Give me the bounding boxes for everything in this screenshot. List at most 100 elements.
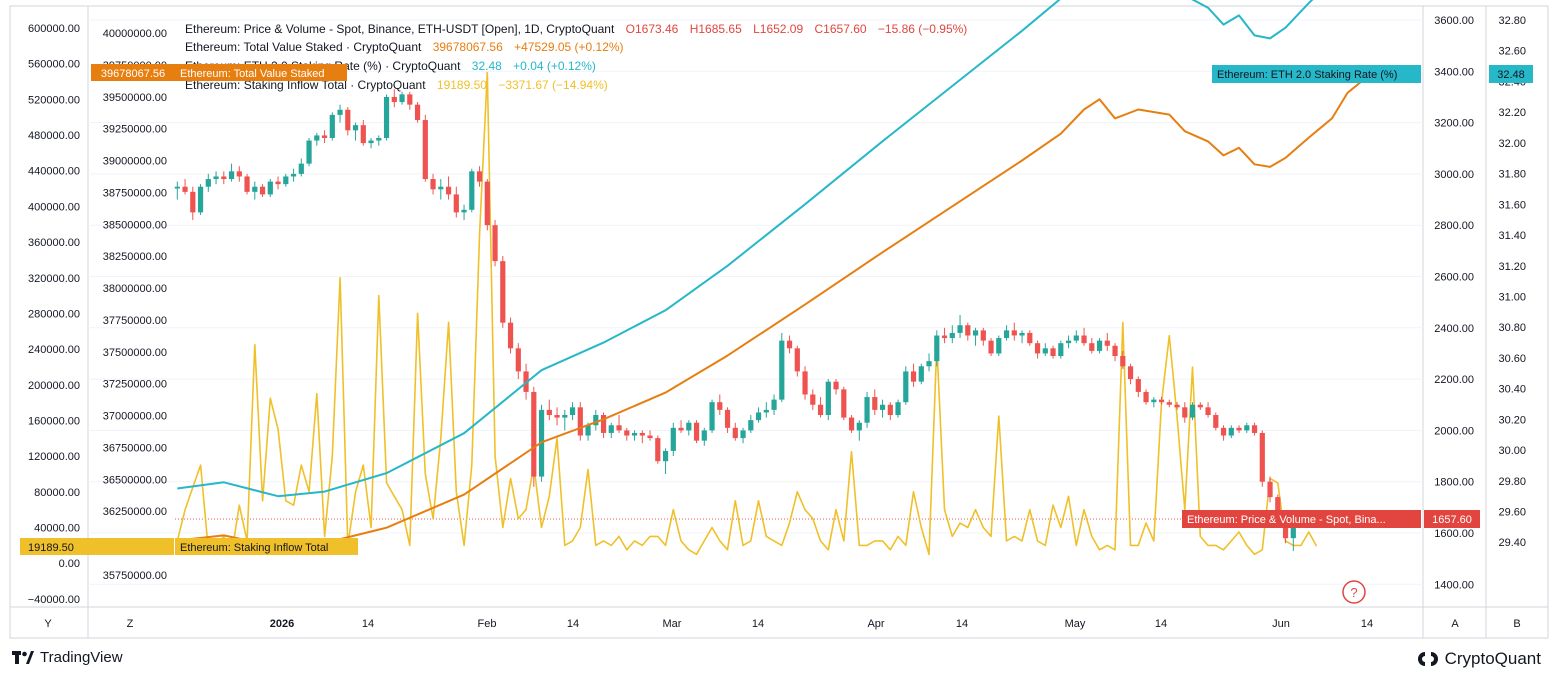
candle-body <box>1143 391 1149 403</box>
candle-body <box>422 120 428 180</box>
candle-body <box>1244 425 1250 431</box>
candle-body <box>554 415 560 418</box>
rate-tick-label: 31.40 <box>1498 230 1526 242</box>
candle-body <box>655 438 661 462</box>
candle-body <box>693 422 700 441</box>
tag-rate-right: Ethereum: ETH 2.0 Staking Rate (%) 32.48 <box>1212 65 1533 83</box>
candle-body <box>507 322 514 349</box>
price-candle <box>810 389 816 410</box>
price-candle <box>631 430 638 441</box>
inflow-tick-label: 280000.00 <box>28 308 80 320</box>
candle-body <box>701 430 707 441</box>
cryptoquant-brand[interactable]: CryptoQuant <box>1417 649 1541 669</box>
candle-body <box>779 340 785 400</box>
legend-inflow-chg: −3371.67 (−14.94%) <box>498 78 607 92</box>
price-candle <box>1267 476 1273 503</box>
price-tick-label: 2800.00 <box>1434 220 1474 232</box>
candle-body <box>903 371 909 403</box>
price-candle <box>252 181 258 200</box>
legend-inflow[interactable]: Ethereum: Staking Inflow Total · CryptoQ… <box>185 78 608 92</box>
candle-body <box>841 389 847 418</box>
tag-tvs-left: 39678067.56 Ethereum: Total Value Staked <box>91 64 347 81</box>
price-candle <box>383 94 390 141</box>
price-candle <box>1120 350 1126 369</box>
time-tick-label: Feb <box>478 618 497 630</box>
tvs-tick-label: 38750000.00 <box>103 187 167 199</box>
rate-series <box>177 0 1314 498</box>
candle-body <box>1042 348 1048 354</box>
tradingview-brand[interactable]: TradingView <box>12 649 123 666</box>
candle-body <box>593 415 599 426</box>
candle-body <box>895 402 901 416</box>
time-tick-label: 14 <box>1155 618 1167 630</box>
candle-body <box>329 114 335 138</box>
legend-tvs-val: 39678067.56 <box>433 40 503 54</box>
axis-b-button[interactable]: B <box>1513 618 1520 630</box>
axis-z-button[interactable]: Z <box>127 618 134 630</box>
tvs-tick-label: 36750000.00 <box>103 442 167 454</box>
legend-price-h: H1685.65 <box>690 22 742 36</box>
price-candle <box>531 386 537 487</box>
candle-body <box>1019 332 1025 336</box>
candle-body <box>608 425 614 433</box>
inflow-tick-label: 520000.00 <box>28 94 80 106</box>
candle-body <box>949 332 955 339</box>
candle-body <box>461 209 467 213</box>
price-candle <box>639 430 645 444</box>
candle-body <box>1174 404 1180 408</box>
tag-price-value-bg <box>1424 510 1480 528</box>
axis-y-button[interactable]: Y <box>44 618 52 630</box>
candle-body <box>476 171 483 182</box>
price-candle <box>1073 330 1079 344</box>
help-icon[interactable]: ? <box>1350 585 1357 600</box>
price-candle <box>841 386 847 421</box>
price-candle <box>329 112 335 141</box>
candle-body <box>244 176 250 192</box>
candle-body <box>283 176 289 185</box>
price-candle <box>1042 343 1048 357</box>
tag-tvs-value-bg <box>91 64 175 81</box>
price-candle <box>1034 340 1041 359</box>
price-candle <box>918 363 924 385</box>
price-candle <box>391 89 397 108</box>
candle-body <box>941 335 948 339</box>
help-button[interactable]: ? <box>1342 580 1366 604</box>
price-candle <box>833 379 839 395</box>
price-candle <box>290 168 297 182</box>
rate-tick-label: 32.80 <box>1498 15 1526 27</box>
price-candle <box>701 427 707 446</box>
inflow-tick-label: 320000.00 <box>28 273 80 285</box>
candle-body <box>1197 404 1203 408</box>
price-candle <box>1096 338 1103 354</box>
candle-body <box>965 325 971 336</box>
price-candle <box>662 448 669 475</box>
price-candle <box>1112 343 1118 362</box>
price-candle <box>786 335 793 354</box>
price-candle <box>577 402 583 441</box>
candle-body <box>887 404 893 416</box>
legend-price-o: O1673.46 <box>626 22 679 36</box>
rate-tick-label: 31.00 <box>1498 291 1526 303</box>
price-candle <box>283 173 289 187</box>
tag-rate-label-bg <box>1212 65 1421 83</box>
candle-body <box>1058 343 1064 357</box>
help-circle-icon[interactable] <box>1342 580 1366 604</box>
price-candle <box>1143 389 1149 405</box>
inflow-tick-label: 120000.00 <box>28 451 80 463</box>
candle-body <box>1182 407 1188 418</box>
time-tick-label: Jun <box>1272 618 1290 630</box>
legend-tvs[interactable]: Ethereum: Total Value Staked · CryptoQua… <box>185 40 624 54</box>
legend-price[interactable]: Ethereum: Price & Volume - Spot, Binance… <box>185 22 967 36</box>
price-candle <box>197 184 204 215</box>
candle-body <box>1073 335 1079 341</box>
axis-a-button[interactable]: A <box>1451 618 1459 630</box>
price-candle <box>856 420 862 441</box>
candle-body <box>407 94 413 105</box>
price-candle <box>368 137 374 149</box>
price-candle <box>1027 330 1033 346</box>
price-candle <box>1050 345 1056 359</box>
price-candle <box>941 327 948 344</box>
price-candle <box>864 391 870 428</box>
price-candle <box>453 186 459 218</box>
